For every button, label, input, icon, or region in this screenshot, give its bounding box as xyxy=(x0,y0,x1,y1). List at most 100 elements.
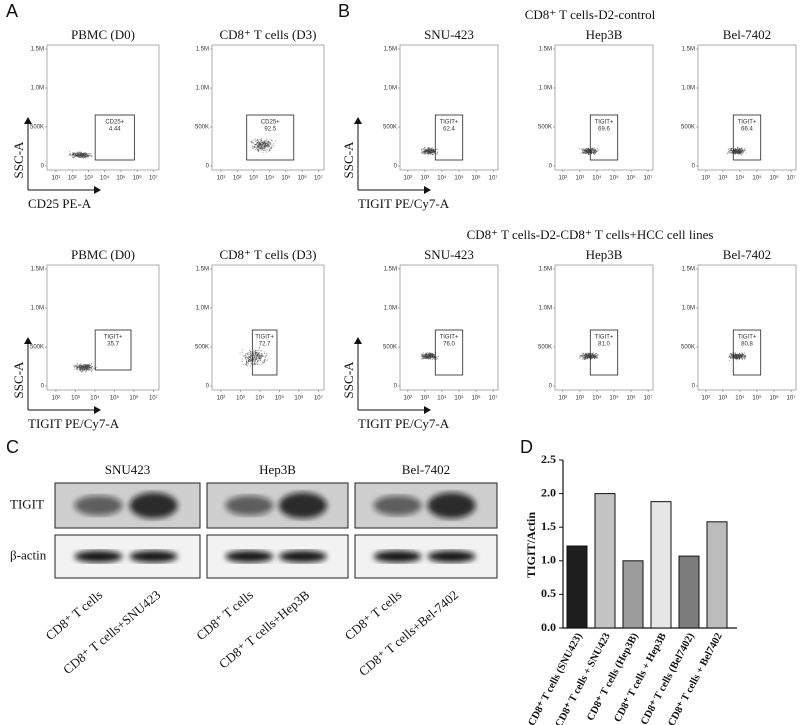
event-dot xyxy=(261,148,263,150)
event-dot xyxy=(266,147,268,149)
x-axis-label: CD25 PE-A xyxy=(28,196,92,211)
event-dot xyxy=(730,353,732,355)
x-tick-label: 10⁵ xyxy=(275,395,285,402)
event-dot xyxy=(265,140,267,142)
y-tick-label: 500K xyxy=(30,125,44,131)
event-dot xyxy=(743,150,745,152)
event-dot xyxy=(734,355,737,357)
event-dot xyxy=(87,368,89,370)
event-dot xyxy=(581,148,583,150)
gate xyxy=(434,114,464,161)
event-dot xyxy=(424,150,426,152)
y-tick-label: 1.5M xyxy=(196,267,209,273)
event-dot xyxy=(89,367,91,369)
blot-band xyxy=(373,550,422,563)
event-dot xyxy=(89,363,91,365)
gate-label: CD25+ xyxy=(105,120,124,126)
plot-title: Hep3B xyxy=(586,247,623,262)
event-dot xyxy=(255,361,257,363)
event-dot xyxy=(263,142,265,145)
event-dot xyxy=(257,140,259,142)
y-tick-label: 2.0 xyxy=(541,485,556,499)
y-tick-label: 1.0M xyxy=(539,306,552,312)
x-tick-label: 10⁴ xyxy=(437,395,447,402)
event-dot xyxy=(587,148,589,150)
x-tick-label: 10³ xyxy=(84,176,93,182)
blot-band xyxy=(278,492,327,519)
event-dot xyxy=(82,367,84,369)
event-dot xyxy=(589,357,591,359)
gate-percent: 35.7 xyxy=(107,342,119,348)
y-tick-label: 1.5M xyxy=(384,267,397,273)
event-dot xyxy=(427,154,429,156)
x-tick-label: 10⁴ xyxy=(592,395,602,402)
event-dot xyxy=(584,150,586,152)
row-title: CD8⁺ T cells-D2-control xyxy=(525,7,656,22)
event-dot xyxy=(262,143,264,145)
event-dot xyxy=(257,138,259,140)
event-dot xyxy=(245,361,247,363)
event-dot xyxy=(271,144,273,146)
event-dot xyxy=(244,363,246,366)
y-tick-label: 1.0M xyxy=(31,306,44,312)
event-dot xyxy=(87,366,89,368)
event-dot xyxy=(268,150,270,152)
blot-group-title: Hep3B xyxy=(259,462,296,477)
event-dot xyxy=(244,356,246,358)
event-dot xyxy=(731,153,733,155)
bar xyxy=(566,545,588,629)
event-dot xyxy=(579,148,581,150)
event-dot xyxy=(78,153,80,155)
event-dot xyxy=(255,352,257,354)
gate xyxy=(434,329,464,376)
event-dot xyxy=(727,151,729,153)
bar xyxy=(706,521,728,629)
event-dot xyxy=(78,151,80,153)
x-tick-label: CD8⁺ T cells (Hep3B) xyxy=(585,631,641,723)
gate-label: TIGIT+ xyxy=(738,120,757,126)
event-dot xyxy=(266,141,268,143)
event-dot xyxy=(91,156,93,158)
gate-label: TIGIT+ xyxy=(440,335,459,341)
flow-plot: CD8⁺ T cells (D3) 1.5M 1.0M 500K 0 10² 10³ 10⁴ 1… xyxy=(195,247,325,402)
event-dot xyxy=(252,142,254,144)
event-dot xyxy=(430,152,432,154)
event-dot xyxy=(741,148,743,150)
event-dot xyxy=(591,355,593,357)
event-dot xyxy=(259,145,261,147)
event-dot xyxy=(267,146,269,148)
event-dot xyxy=(585,352,587,354)
event-dot xyxy=(588,352,590,354)
x-tick-label: 10⁶ xyxy=(133,175,143,182)
plot-frame xyxy=(211,44,325,171)
event-dot xyxy=(270,142,272,144)
event-dot xyxy=(596,356,598,358)
event-dot xyxy=(739,149,741,151)
event-dot xyxy=(86,370,88,372)
event-dot xyxy=(596,355,598,357)
event-dot xyxy=(247,351,249,353)
event-dot xyxy=(266,145,269,147)
event-dot xyxy=(253,363,256,365)
event-dot xyxy=(582,356,584,358)
event-dot xyxy=(90,367,92,369)
event-dot xyxy=(586,149,588,151)
x-tick-label: 10⁷ xyxy=(644,175,653,182)
event-dot xyxy=(741,154,743,156)
plot-frame xyxy=(697,44,797,171)
event-dot xyxy=(424,149,426,151)
event-dot xyxy=(263,146,266,148)
event-dot xyxy=(264,359,266,361)
event-dot xyxy=(262,148,265,150)
x-tick-label: 10³ xyxy=(421,396,430,402)
event-dot xyxy=(737,149,739,151)
y-tick-label: 1.0M xyxy=(196,306,209,312)
x-tick-label: 10⁴ xyxy=(437,175,447,182)
event-dot xyxy=(738,352,741,355)
event-dot xyxy=(590,152,593,154)
event-dot xyxy=(422,358,424,360)
event-dot xyxy=(592,147,594,149)
event-dot xyxy=(256,358,258,360)
event-dot xyxy=(736,356,739,358)
event-dot xyxy=(253,356,255,358)
